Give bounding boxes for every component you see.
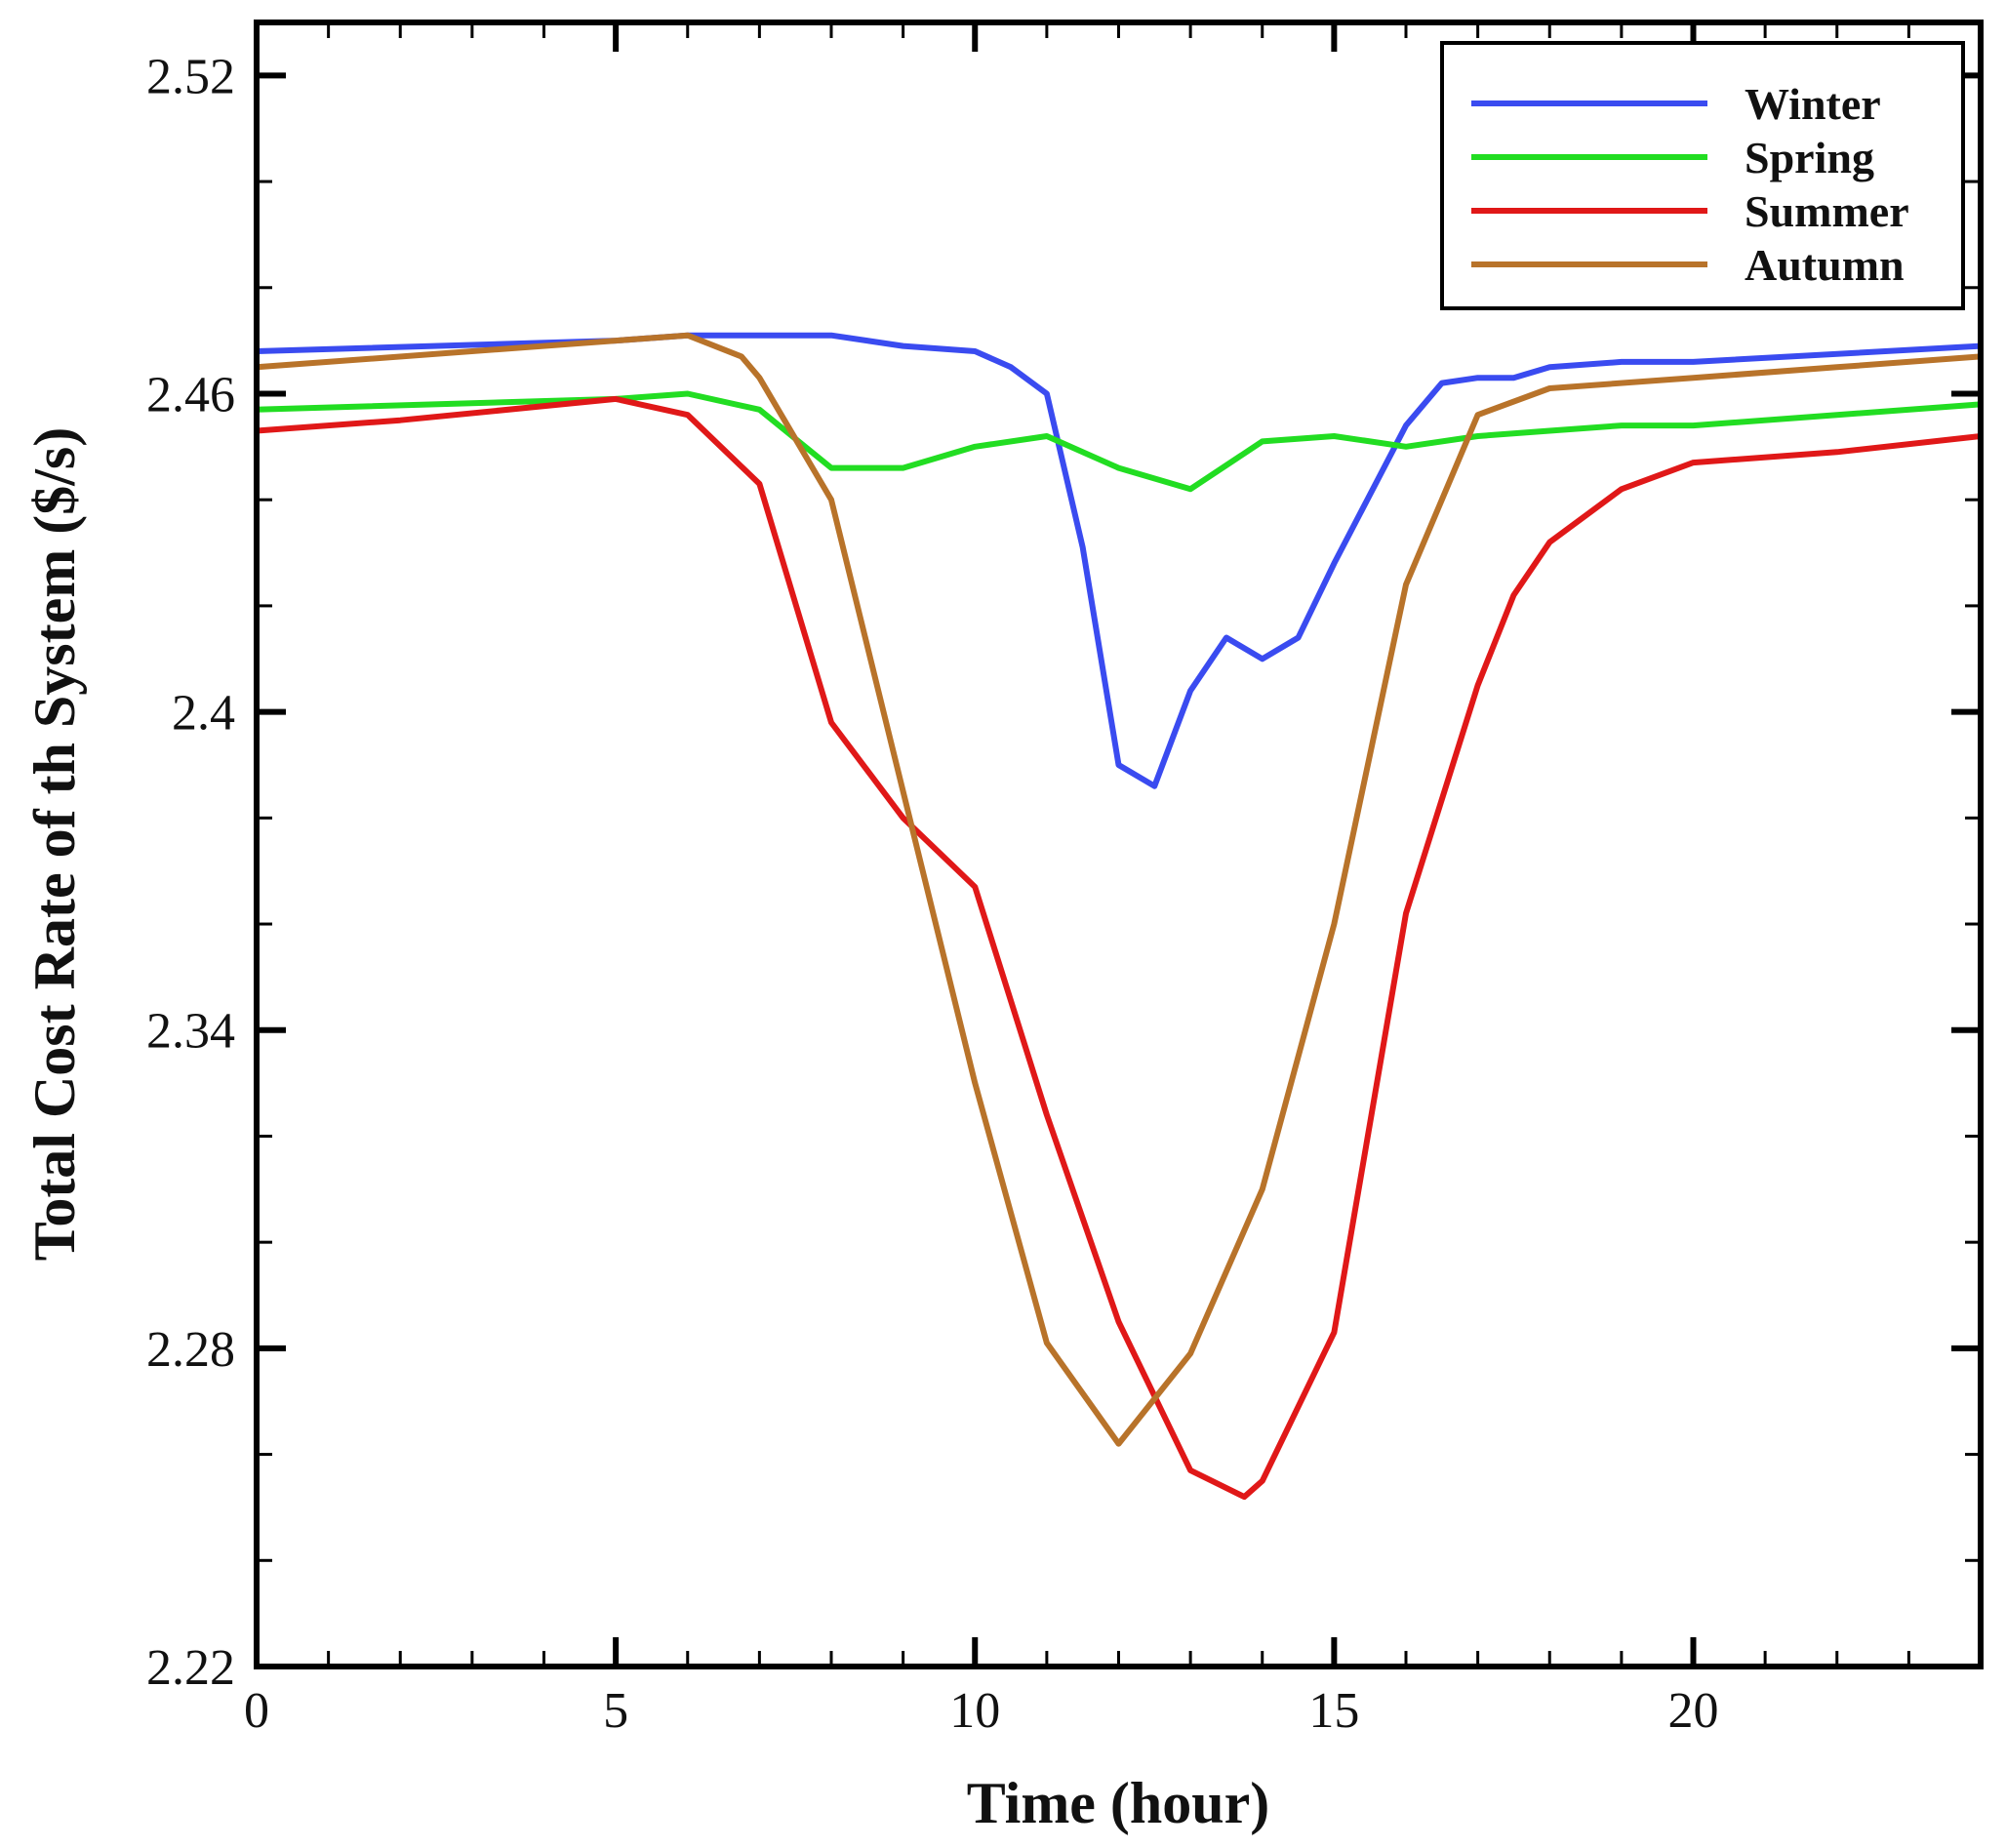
x-tick-label: 0 [244, 1683, 269, 1739]
series-line-summer [254, 395, 1984, 1501]
series-line-autumn [254, 332, 1984, 1447]
legend-label-summer: Summer [1745, 186, 1909, 236]
y-tick-label: 2.4 [172, 686, 235, 742]
tick-labels: 0 5 10 15 20 2.22 2.28 2.34 2.4 2.46 2.52 [146, 49, 1719, 1739]
x-axis-title: Time (hour) [967, 1771, 1270, 1835]
legend-label-spring: Spring [1745, 133, 1874, 182]
series-layer [254, 332, 1984, 1501]
y-axis-title: Total Cost Rate of th System ($/s) [22, 427, 87, 1261]
y-tick-label: 2.34 [146, 1004, 235, 1060]
y-tick-label: 2.46 [146, 367, 235, 422]
y-tick-label: 2.22 [146, 1640, 235, 1696]
y-tick-label: 2.28 [146, 1322, 235, 1378]
series-line-winter [254, 332, 1984, 789]
x-tick-label: 5 [603, 1683, 628, 1739]
x-tick-label: 20 [1668, 1683, 1719, 1739]
x-tick-label: 10 [949, 1683, 1000, 1739]
plot-frame [254, 20, 1984, 1669]
legend-label-winter: Winter [1745, 79, 1881, 129]
x-tick-label: 15 [1308, 1683, 1359, 1739]
series-line-spring [254, 390, 1984, 493]
legend-label-autumn: Autumn [1745, 240, 1905, 290]
y-tick-label: 2.52 [146, 49, 235, 104]
